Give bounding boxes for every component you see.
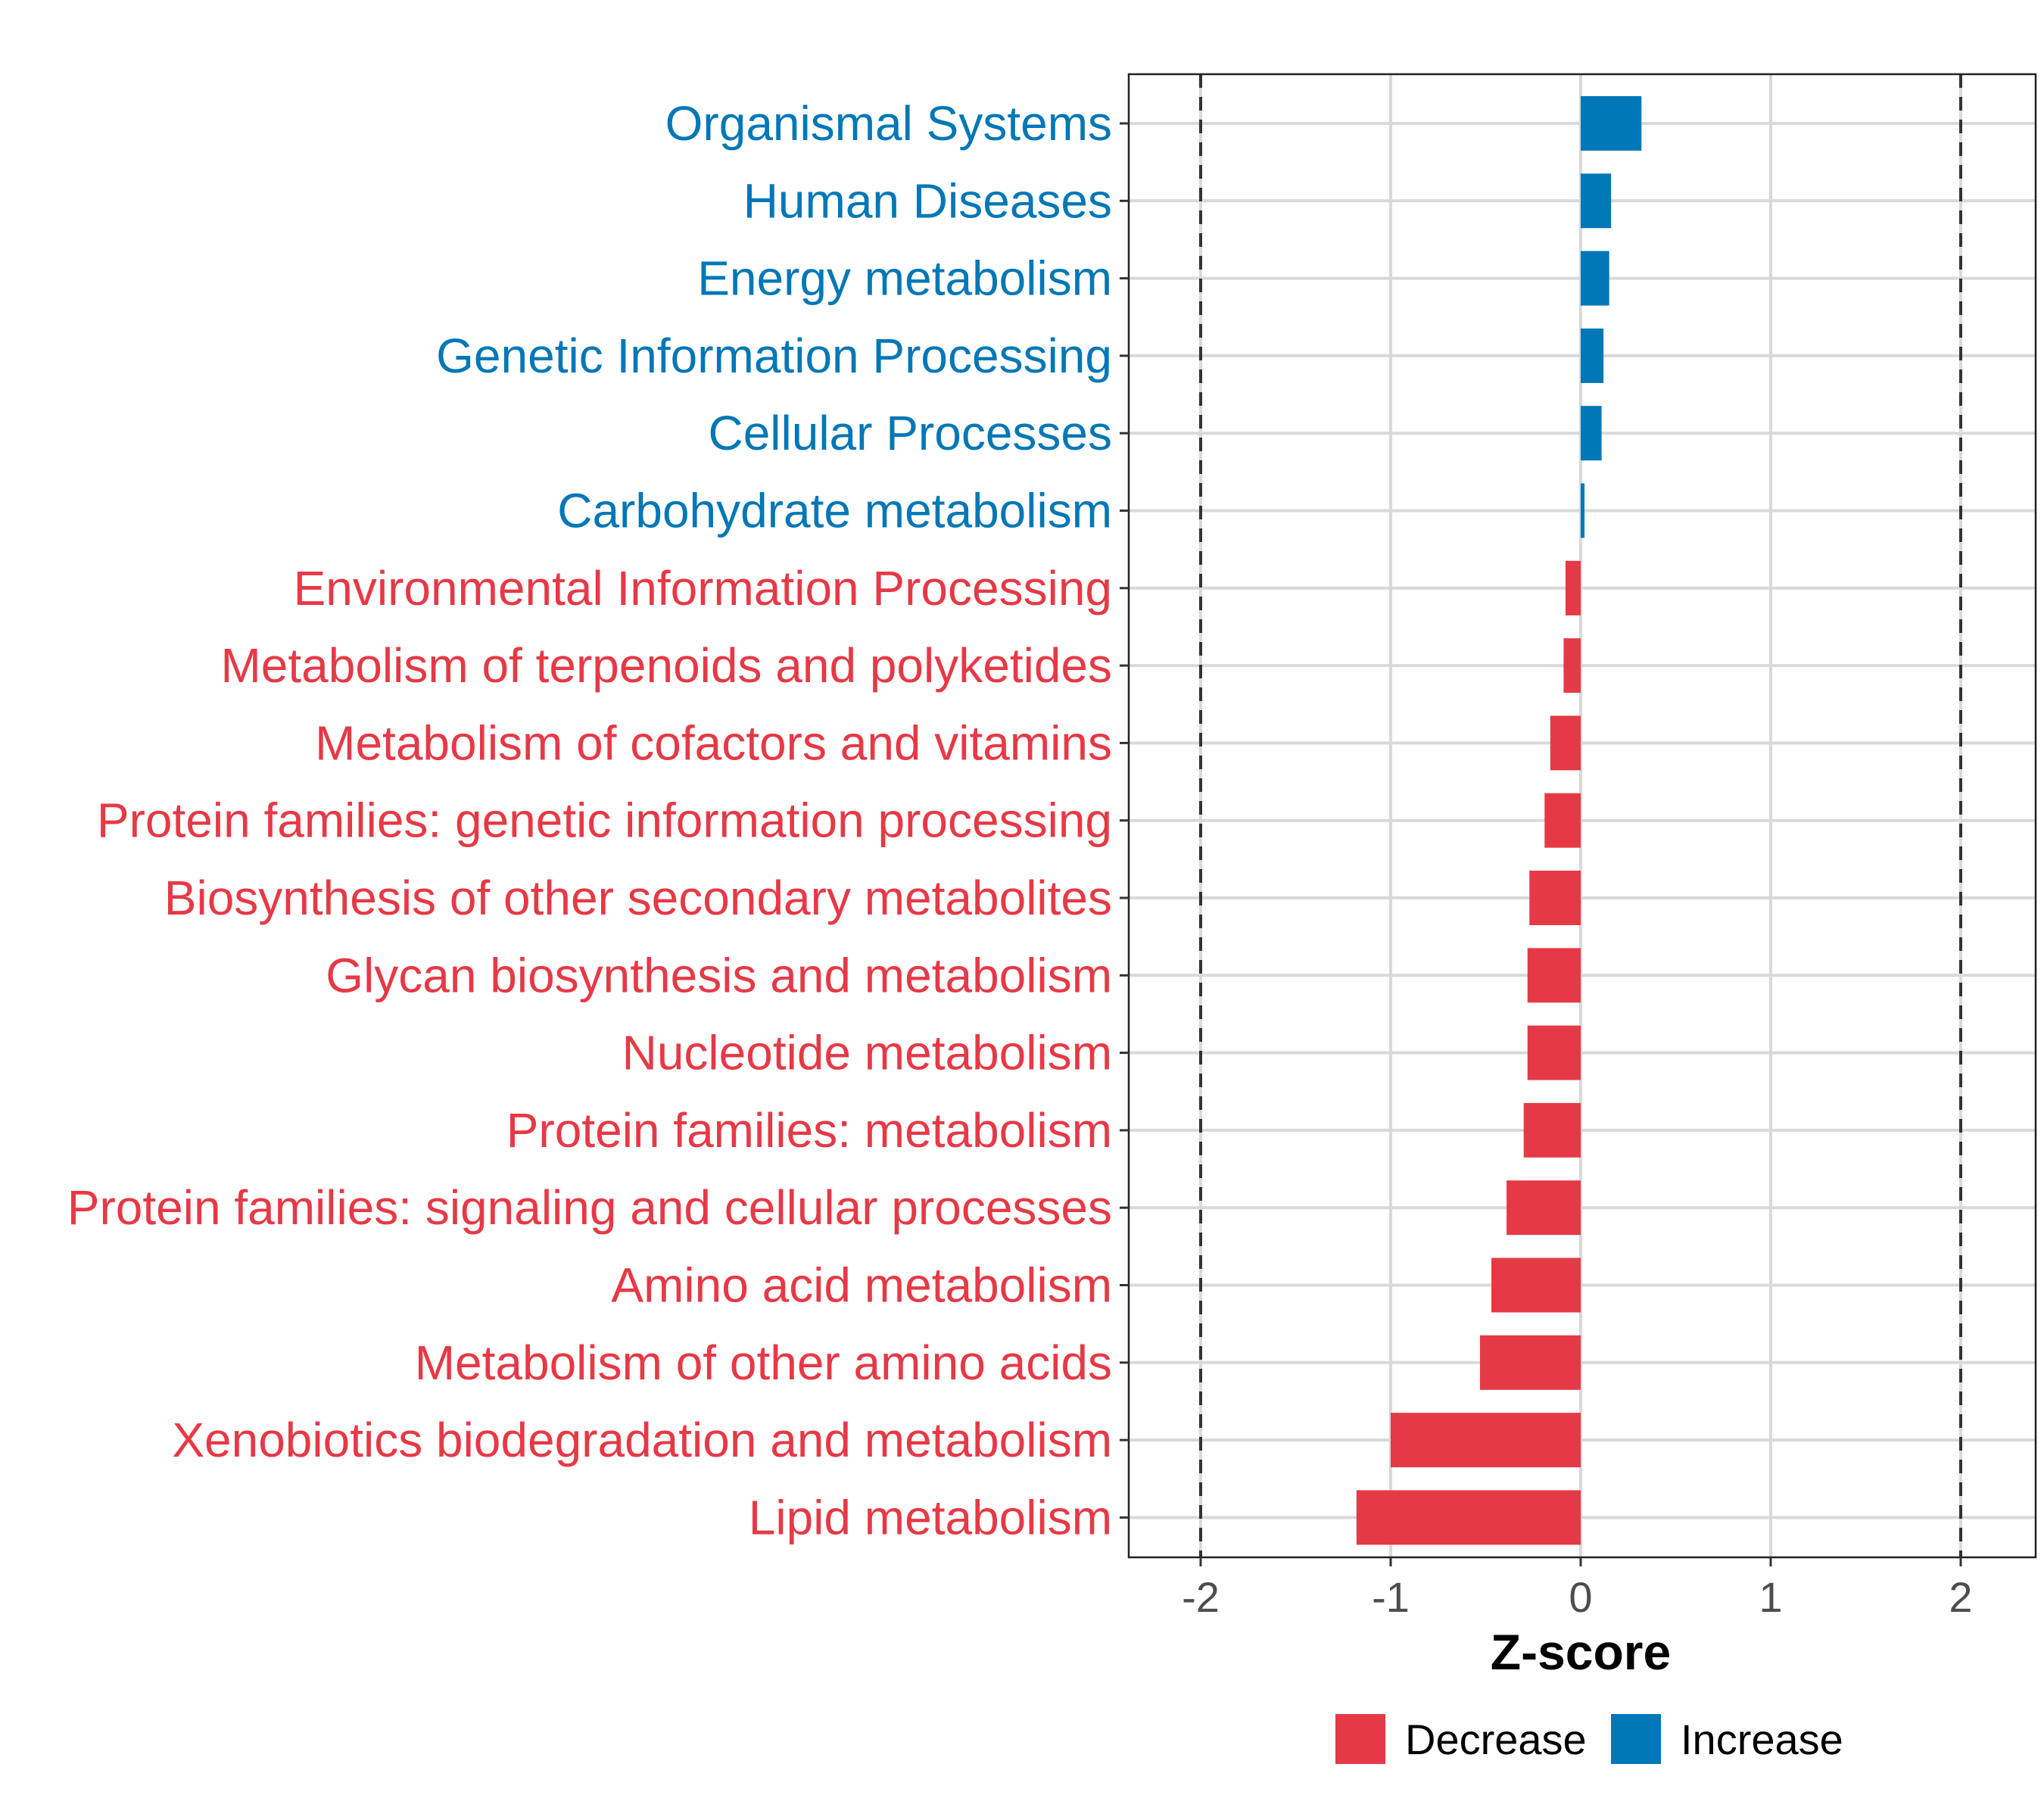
category-label: Glycan biosynthesis and metabolism [326,948,1112,1002]
legend-swatch [1335,1714,1385,1764]
x-tick-label: -2 [1182,1573,1220,1621]
x-axis-title: Z-score [1491,1624,1671,1680]
bar [1581,173,1612,229]
x-tick-label: -1 [1372,1573,1410,1621]
bar [1391,1413,1581,1468]
bars [1356,96,1642,1545]
category-label: Protein families: genetic information pr… [97,793,1112,848]
x-tick-label: 0 [1569,1573,1592,1621]
plot-panel-border [1127,73,2037,1559]
bar [1563,638,1581,693]
bar [1581,251,1609,306]
category-label: Xenobiotics biodegradation and metabolis… [172,1413,1112,1467]
category-label: Genetic Information Processing [436,329,1112,383]
legend-label: Decrease [1405,1716,1587,1763]
category-label: Amino acid metabolism [611,1258,1112,1313]
x-axis-ticks: -2 -1 0 1 2 [1182,1557,1973,1621]
category-label: Organismal Systems [665,96,1112,151]
bar [1581,483,1585,538]
category-label: Human Diseases [743,173,1112,228]
bar [1523,1102,1581,1158]
bar [1565,560,1581,616]
bar [1529,871,1581,925]
category-label: Cellular Processes [708,406,1112,460]
bar [1507,1180,1581,1236]
legend-label: Increase [1681,1716,1843,1763]
bar [1550,715,1581,771]
bar [1544,793,1581,848]
bar [1527,948,1581,1003]
bar [1581,406,1602,461]
category-label: Biosynthesis of other secondary metaboli… [164,871,1112,925]
category-label: Carbohydrate metabolism [557,484,1112,538]
category-label: Protein families: metabolism [506,1103,1112,1158]
x-tick-label: 1 [1759,1573,1782,1621]
legend: Decrease Increase [1335,1714,1843,1764]
category-label: Protein families: signaling and cellular… [67,1180,1112,1235]
category-label: Lipid metabolism [749,1490,1112,1544]
category-label: Metabolism of other amino acids [415,1335,1112,1390]
category-label: Metabolism of terpenoids and polyketides [220,638,1112,693]
category-labels: Organismal Systems Human Diseases Energy m… [67,96,1129,1544]
bar [1527,1025,1581,1080]
bar [1581,96,1642,151]
bar [1581,328,1604,383]
category-label: Nucleotide metabolism [622,1026,1112,1080]
reference-lines [1199,74,1962,1557]
bar [1479,1335,1581,1390]
legend-swatch [1611,1714,1661,1764]
category-label: Metabolism of cofactors and vitamins [315,715,1112,770]
x-tick-label: 2 [1949,1573,1972,1621]
bar [1491,1258,1581,1313]
category-label: Environmental Information Processing [294,561,1112,616]
bar [1356,1490,1581,1545]
category-label: Energy metabolism [697,251,1112,306]
